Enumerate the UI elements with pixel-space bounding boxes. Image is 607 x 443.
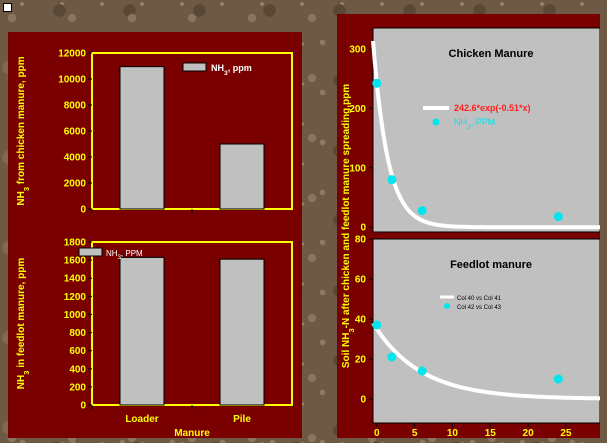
y-tick-label: 100	[349, 163, 366, 174]
y-tick-label: 20	[355, 355, 367, 366]
left-bar-charts-panel: 0 2000 4000 6000 8000 10000 12000 NH3 from chic…	[8, 32, 302, 438]
data-point	[387, 352, 397, 362]
x-tick-label: 15	[485, 428, 497, 438]
y-tick-label: 4000	[64, 153, 87, 164]
chart-title: Feedlot manure	[450, 259, 532, 271]
y-tick-label: 80	[355, 235, 367, 246]
right-scatter-charts-panel: 0 100 200 300 Chicken Manure 242.6*exp(-0.51*…	[337, 14, 600, 438]
data-point	[417, 206, 427, 216]
plot-area-2	[372, 27, 600, 233]
legend-label: NH3, PPM	[106, 249, 143, 261]
y-tick-label: 1200	[64, 292, 87, 303]
x-tick-label: 10	[447, 428, 459, 438]
data-point	[553, 212, 563, 222]
bar-loader	[119, 256, 165, 406]
x-tick-label: 0	[374, 428, 380, 438]
y-tick-label: 0	[80, 205, 86, 216]
bar-pile	[219, 143, 265, 210]
legend-swatch	[182, 62, 207, 72]
legend-point-swatch	[432, 118, 440, 126]
fit-curve-2	[371, 40, 600, 230]
x-tick-label: 20	[523, 428, 535, 438]
legend-point-swatch	[444, 303, 450, 309]
data-point	[387, 175, 397, 185]
data-point	[372, 78, 382, 88]
x-axis-label: Manure	[174, 428, 210, 438]
y-tick-label: 12000	[58, 49, 86, 60]
y-tick-label: 200	[69, 382, 86, 393]
y-tick-label: 0	[360, 223, 366, 234]
data-point	[372, 320, 382, 330]
y-tick-label: 1400	[64, 274, 87, 285]
y-tick-label: 600	[69, 346, 86, 357]
x-tick-label: 5	[412, 428, 418, 438]
data-point	[417, 366, 427, 376]
y-tick-label: 800	[69, 328, 86, 339]
legend-label: Col 40 vs Col 41	[457, 296, 502, 302]
y-tick-label: 1600	[64, 256, 87, 267]
shared-y-axis-label: Soil NH3-N after chicken and feedlot man…	[341, 84, 356, 368]
y-axis-label: NH3 in feedlot manure, ppm	[16, 258, 31, 390]
window-corner-marker	[3, 3, 12, 12]
y-tick-label: 2000	[64, 179, 87, 190]
y-tick-label: 200	[349, 104, 366, 115]
y-tick-label: 60	[355, 275, 367, 286]
x-tick-label: Loader	[125, 414, 158, 425]
fit-curve-3	[371, 322, 600, 401]
data-point	[553, 374, 563, 384]
y-tick-label: 300	[349, 44, 366, 55]
y-tick-label: 1000	[64, 310, 87, 321]
y-tick-label: 1800	[64, 238, 87, 249]
y-tick-label: 0	[360, 395, 366, 406]
y-tick-label: 8000	[64, 101, 87, 112]
bar-pile	[219, 258, 265, 406]
x-tick-label: 25	[560, 428, 572, 438]
legend-label: NH3, ppm	[211, 63, 252, 77]
chart-title: Chicken Manure	[449, 48, 534, 60]
legend-point-label: NH3, PPM	[454, 117, 495, 131]
legend-fit-label: 242.6*exp(-0.51*x)	[454, 103, 531, 113]
y-tick-label: 40	[355, 315, 367, 326]
y-tick-label: 0	[80, 401, 86, 412]
x-tick-label: Pile	[233, 414, 251, 425]
y-tick-label: 10000	[58, 75, 86, 86]
legend-label: Col 42 vs Col 43	[457, 305, 502, 311]
y-axis-label: NH3 from chicken manure, ppm	[16, 56, 31, 205]
y-tick-label: 400	[69, 364, 86, 375]
legend-swatch	[78, 247, 103, 257]
y-tick-label: 6000	[64, 127, 87, 138]
bar-loader	[119, 66, 165, 210]
